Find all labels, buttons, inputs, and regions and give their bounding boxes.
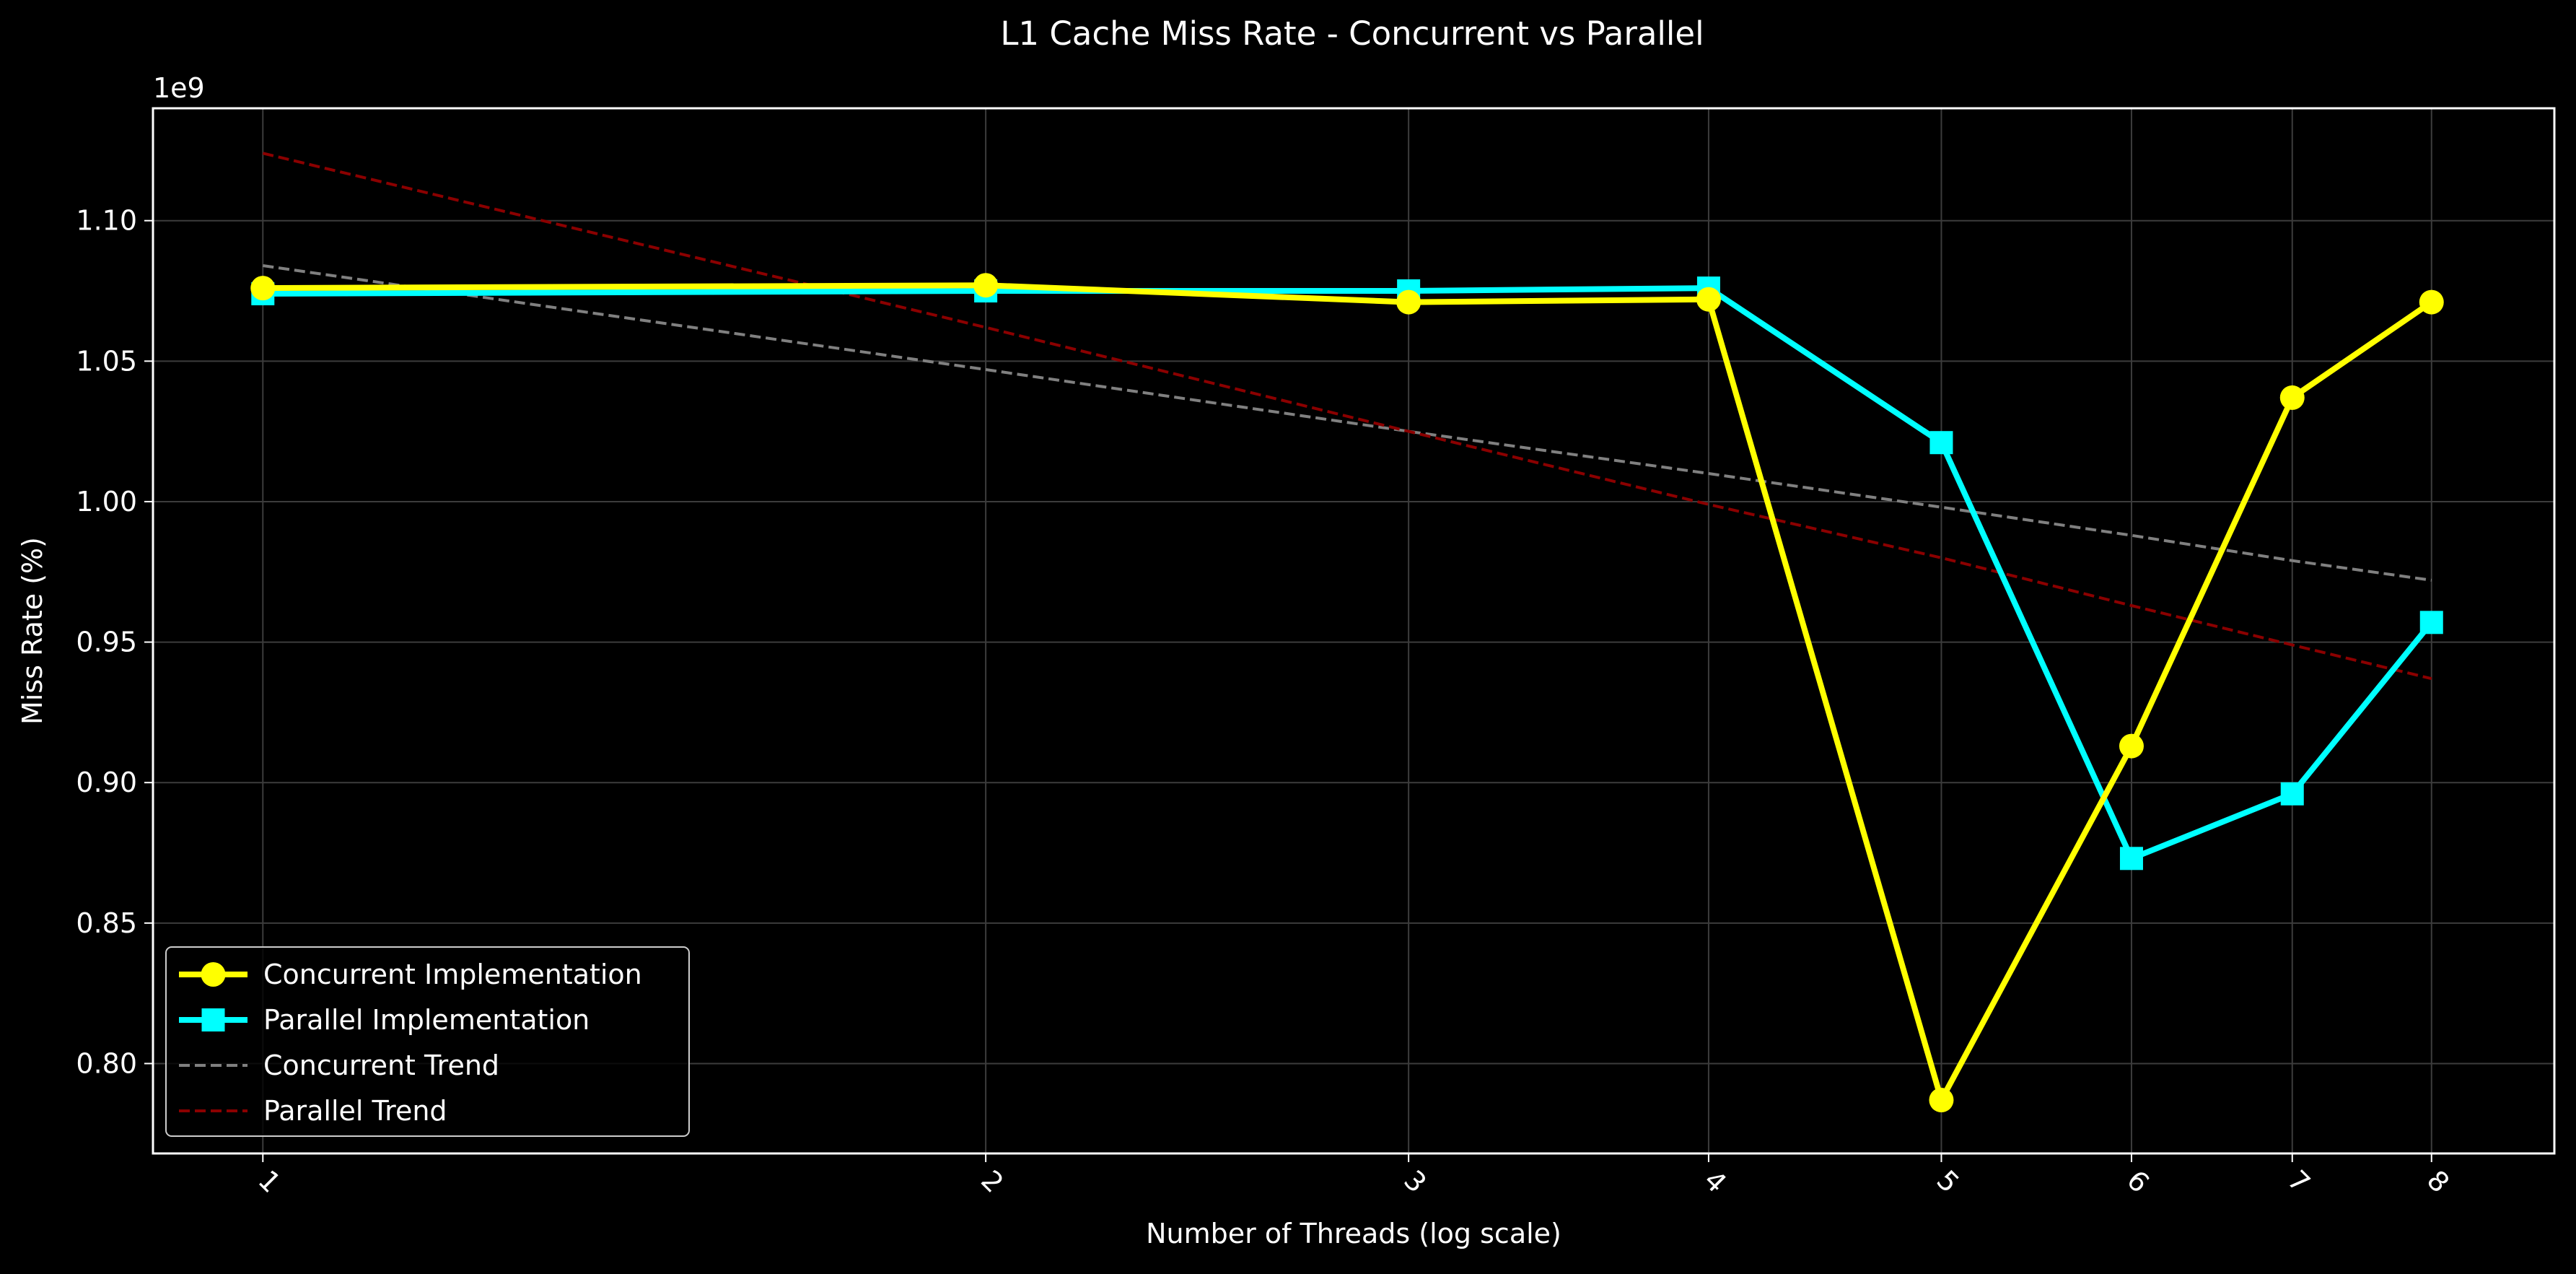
legend-box (165, 946, 690, 1137)
concurrent-implementation-point (1929, 1088, 1954, 1113)
y-axis-label: Miss Rate (%) (17, 537, 48, 725)
legend-entries: Concurrent Implementation Parallel Implem… (179, 959, 642, 1127)
concurrent-implementation-line (263, 282, 2434, 1103)
y-tick-label: 0.80 (76, 1047, 137, 1079)
concurrent-implementation-point (2279, 385, 2305, 410)
y-tick-label: 0.95 (76, 627, 137, 658)
parallel-trend-line (262, 152, 2432, 681)
y-tick-label: 1.10 (76, 205, 137, 237)
concurrent-implementation-point (973, 273, 999, 298)
legend-label-concurrent-implementation: Concurrent Implementation (263, 959, 642, 990)
parallel-implementation-point (2119, 847, 2143, 871)
chart-title: L1 Cache Miss Rate - Concurrent vs Paral… (1000, 14, 1704, 53)
y-tick-label: 1.05 (76, 345, 137, 377)
concurrent-implementation-point (1696, 287, 1721, 312)
concurrent-implementation-point (2419, 289, 2444, 315)
y-tick-label: 1.00 (76, 486, 137, 518)
legend-marker-parallel-implementation (201, 1008, 225, 1031)
y-tick-label: 0.90 (76, 767, 137, 798)
concurrent-trend-line (263, 264, 2432, 582)
legend: Concurrent Implementation Parallel Implem… (165, 946, 690, 1137)
axes-frame (152, 107, 2556, 1155)
y-offset-label: 1e9 (153, 72, 205, 104)
legend-label-parallel-trend: Parallel Trend (263, 1095, 447, 1127)
legend-label-concurrent-trend: Concurrent Trend (263, 1050, 499, 1081)
parallel-implementation-point (1929, 431, 1953, 455)
y-tick-label: 0.85 (76, 907, 137, 939)
parallel-implementation-point (2419, 611, 2443, 634)
legend-marker-concurrent-implementation (201, 962, 226, 987)
concurrent-implementation-point (2119, 733, 2144, 759)
plot-series (250, 152, 2444, 1113)
x-axis-label: Number of Threads (log scale) (1146, 1218, 1561, 1249)
concurrent-implementation-point (1396, 289, 1421, 315)
legend-label-parallel-implementation: Parallel Implementation (263, 1004, 590, 1036)
parallel-implementation-point (2280, 782, 2304, 806)
concurrent-implementation-point (250, 276, 276, 301)
